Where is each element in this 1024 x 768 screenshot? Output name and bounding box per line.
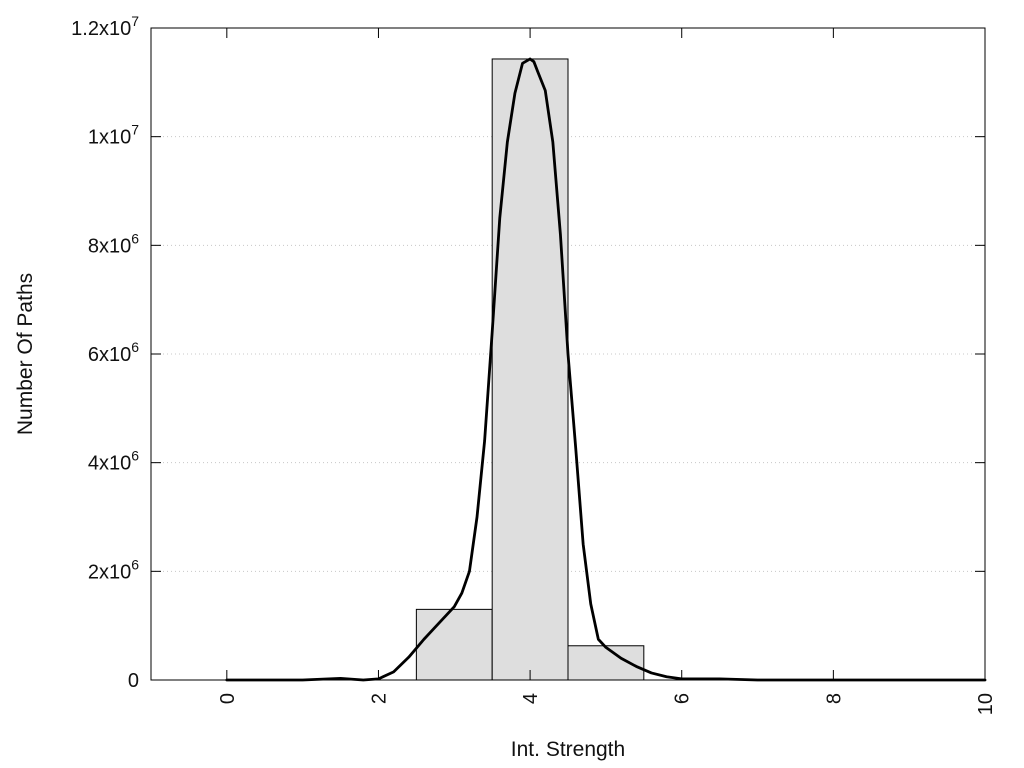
x-tick-label-5: 10	[975, 693, 997, 715]
y-tick-label-1: 2x106	[88, 556, 139, 583]
fit-curve-line	[225, 57, 987, 682]
y-tick-label-6: 1.2x107	[71, 13, 139, 40]
y-tick-label-5: 1x107	[88, 122, 139, 149]
y-tick-label-0: 0	[128, 670, 139, 692]
bar-0	[415, 608, 493, 681]
y-axis-title: Number Of Paths	[14, 273, 37, 435]
x-tick-label-4: 8	[823, 693, 845, 704]
y-tick-label-3: 6x106	[88, 339, 139, 366]
y-tick-labels: 0 2x106 4x106 6x106 8x106 1x107 1.2x107	[71, 13, 139, 692]
x-tick-label-0: 0	[217, 693, 239, 704]
y-tick-label-2: 4x106	[88, 448, 139, 475]
x-tick-label-2: 4	[520, 693, 542, 704]
fit-curve	[225, 57, 987, 682]
histogram-bars	[415, 58, 645, 681]
x-tick-label-1: 2	[368, 693, 390, 704]
x-tick-labels: 0 2 4 6 8 10	[217, 693, 997, 715]
bar-1	[491, 58, 569, 681]
x-axis-title: Int. Strength	[511, 738, 625, 761]
y-tick-label-4: 8x106	[88, 230, 139, 257]
x-tick-label-3: 6	[672, 693, 694, 704]
axis-ticks	[151, 27, 986, 681]
